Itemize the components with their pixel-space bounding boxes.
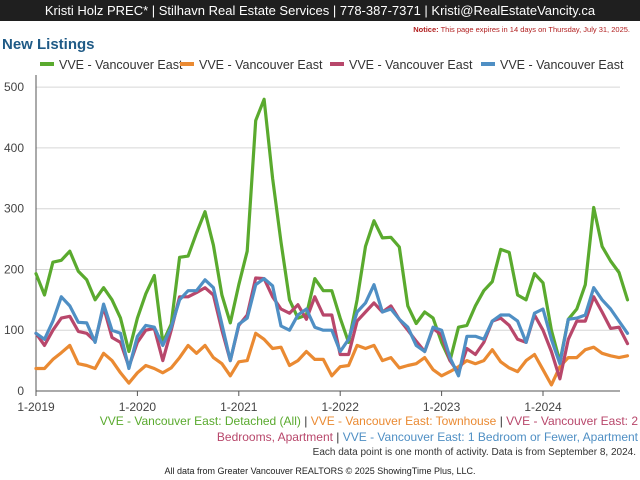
legend-item-2bed-apartment[interactable]: VVE - Vancouver East: [330, 57, 472, 73]
legend-label: VVE - Vancouver East: [199, 58, 323, 72]
notice-label: Notice:: [413, 25, 439, 34]
caption-1bed: VVE - Vancouver East: 1 Bedroom or Fewer…: [342, 430, 638, 444]
y-tick-label: 200: [4, 262, 24, 276]
y-tick-label: 300: [4, 202, 24, 216]
x-tick-label: 1-2022: [322, 400, 360, 414]
series-line-3: [34, 277, 630, 378]
caption-2bed-cont: Bedrooms, Apartment: [216, 430, 333, 444]
expiry-notice: Notice: This page expires in 14 days on …: [413, 25, 630, 34]
legend-swatch-orange: [180, 61, 194, 66]
data-note: Each data point is one month of activity…: [312, 447, 636, 458]
legend-label: VVE - Vancouver East: [349, 58, 473, 72]
chart-axes: 0 100 200 300 400 500 1-2019 1-2020 1-2021 1-2022…: [4, 75, 620, 414]
contact-header-bar: Kristi Holz PREC* | Stilhavn Real Estate…: [0, 0, 640, 21]
series-caption-line-2: Bedrooms, Apartment | VVE - Vancouver Ea…: [217, 430, 638, 444]
legend-label: VVE - Vancouver East: [500, 58, 624, 72]
legend-item-1bed-apartment[interactable]: VVE - Vancouver East: [481, 57, 623, 73]
y-tick-label: 0: [17, 384, 24, 398]
page-title: New Listings: [2, 36, 95, 53]
legend-label: VVE - Vancouver East: [59, 58, 183, 72]
legend-swatch-crimson: [330, 61, 344, 66]
copyright-footer: All data from Greater Vancouver REALTORS…: [164, 466, 476, 476]
chart-legend: VVE - Vancouver East VVE - Vancouver Eas…: [0, 57, 640, 73]
caption-separator: |: [300, 414, 311, 428]
grid-lines: [36, 86, 620, 331]
notice-text: This page expires in 14 days on Thursday…: [438, 25, 630, 34]
x-tick-label: 1-2024: [524, 400, 562, 414]
y-tick-label: 400: [4, 141, 24, 155]
series-caption-line-1: VVE - Vancouver East: Detached (All) | V…: [100, 414, 638, 428]
caption-separator: |: [332, 430, 343, 444]
legend-swatch-green: [40, 61, 54, 66]
x-tick-label: 1-2021: [220, 400, 258, 414]
legend-item-detached[interactable]: VVE - Vancouver East: [40, 57, 182, 73]
caption-separator: |: [496, 414, 507, 428]
x-tick-label: 1-2023: [423, 400, 461, 414]
caption-detached: VVE - Vancouver East: Detached (All): [99, 414, 301, 428]
legend-swatch-blue: [481, 61, 495, 66]
caption-townhouse: VVE - Vancouver East: Townhouse: [310, 414, 497, 428]
chart-series: [34, 97, 630, 387]
y-tick-label: 100: [4, 323, 24, 337]
series-line-0: [34, 97, 630, 364]
series-line-1: [34, 331, 630, 387]
x-tick-label: 1-2020: [119, 400, 157, 414]
legend-item-townhouse[interactable]: VVE - Vancouver East: [180, 57, 322, 73]
caption-2bed: VVE - Vancouver East: 2: [506, 414, 638, 428]
y-tick-label: 500: [4, 80, 24, 94]
x-tick-label: 1-2019: [17, 400, 55, 414]
